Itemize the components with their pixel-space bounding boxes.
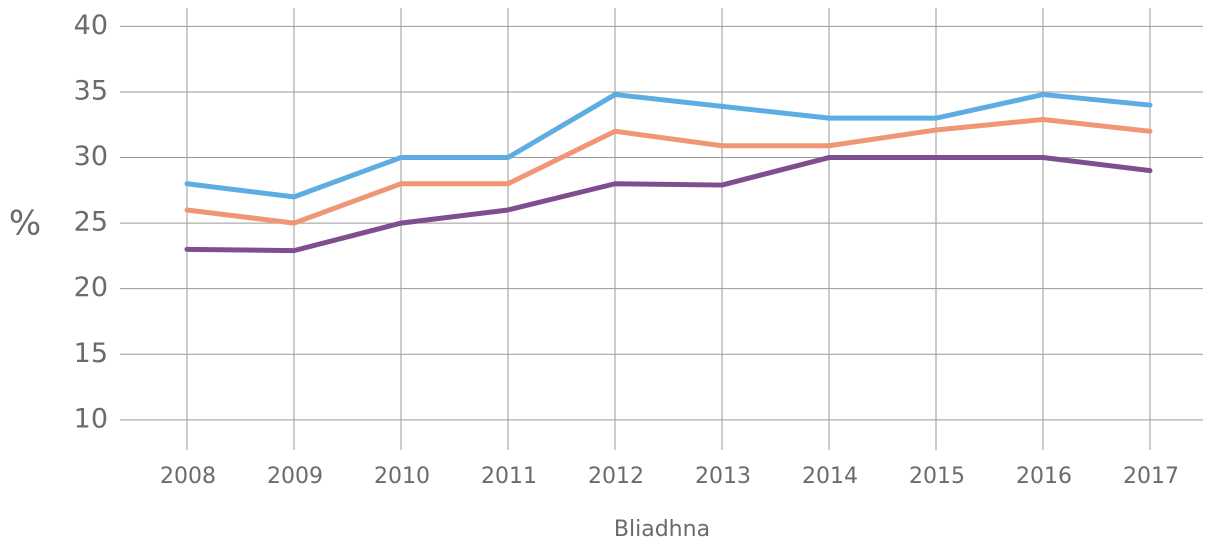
y-tick-label: 20 [74, 272, 108, 303]
y-tick-label: 10 [74, 403, 108, 434]
x-tick-label: 2013 [695, 464, 751, 489]
x-axis-label: Bliadhna [614, 517, 710, 542]
x-tick-label: 2008 [160, 464, 216, 489]
x-tick-label: 2012 [588, 464, 644, 489]
x-tick-label: 2010 [374, 464, 430, 489]
x-tick-label: 2011 [481, 464, 537, 489]
x-tick-label: 2016 [1016, 464, 1072, 489]
line-series [184, 155, 1153, 254]
y-axis-label: % [9, 204, 41, 244]
x-tick-label: 2017 [1123, 464, 1179, 489]
y-tick-label: 40 [74, 10, 108, 41]
y-tick-label: 25 [74, 207, 108, 238]
y-tick-label: 30 [74, 141, 108, 172]
x-tick-label: 2015 [909, 464, 965, 489]
x-tick-label: 2014 [802, 464, 858, 489]
line-series [184, 92, 1153, 200]
line-series [184, 116, 1153, 226]
y-tick-label: 15 [74, 338, 108, 369]
x-tick-label: 2009 [267, 464, 323, 489]
y-tick-label: 35 [74, 75, 108, 106]
